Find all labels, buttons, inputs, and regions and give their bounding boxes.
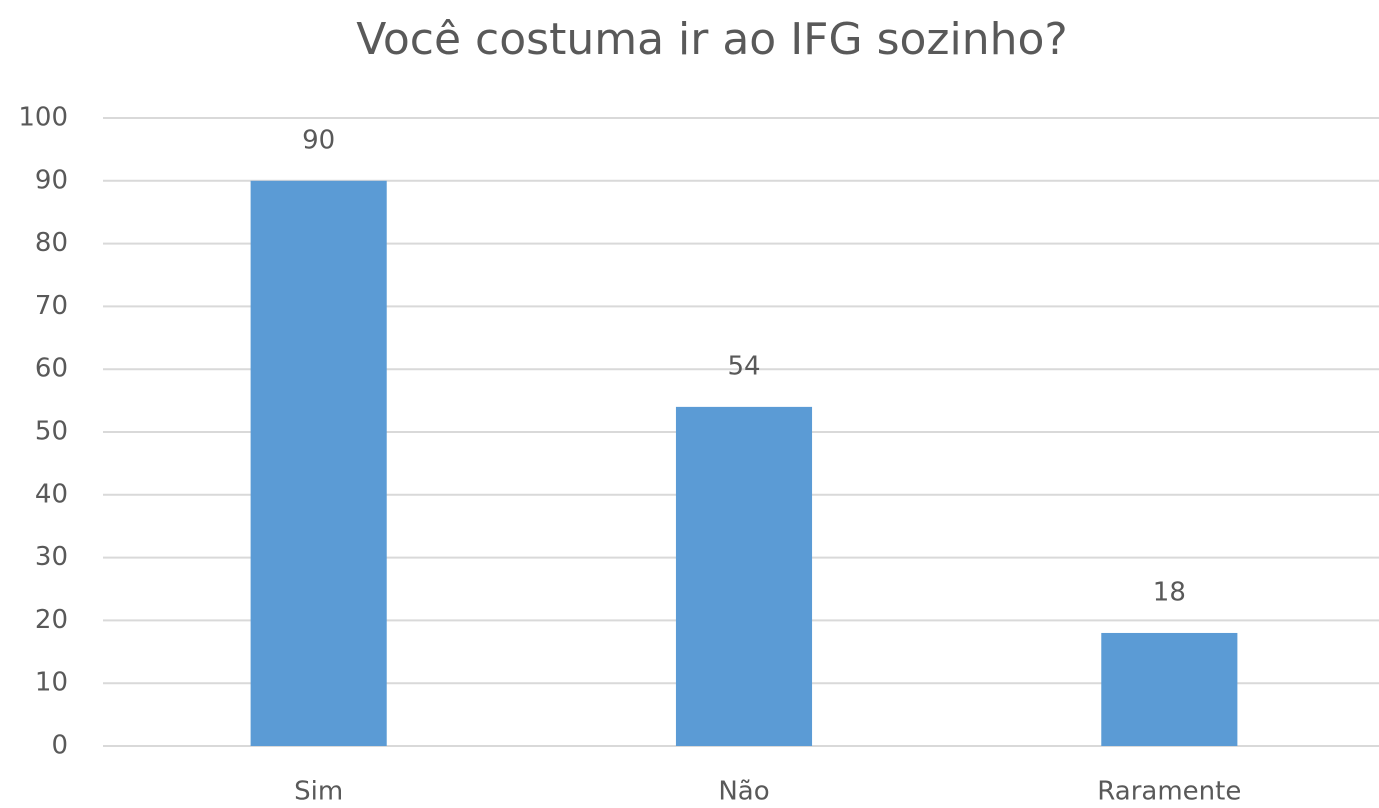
- y-tick-label: 0: [51, 731, 68, 761]
- chart-title: Você costuma ir ao IFG sozinho?: [356, 14, 1068, 65]
- x-tick-label: Sim: [294, 777, 343, 807]
- y-tick-label: 50: [35, 417, 68, 447]
- data-label: 54: [727, 351, 760, 381]
- y-tick-label: 30: [35, 542, 68, 572]
- y-tick-label: 80: [35, 228, 68, 258]
- y-tick-label: 90: [35, 165, 68, 195]
- y-tick-label: 40: [35, 479, 68, 509]
- y-tick-label: 60: [35, 354, 68, 384]
- bar: [250, 180, 387, 747]
- x-tick-label: Raramente: [1097, 777, 1241, 807]
- bar: [675, 406, 813, 746]
- y-tick-label: 70: [35, 291, 68, 321]
- y-tick-label: 20: [35, 605, 68, 635]
- y-tick-label: 10: [35, 668, 68, 698]
- x-tick-label: Não: [718, 777, 769, 807]
- bar: [1101, 632, 1238, 746]
- y-tick-label: 100: [18, 103, 68, 133]
- data-label: 18: [1153, 577, 1186, 607]
- data-label: 90: [302, 125, 335, 155]
